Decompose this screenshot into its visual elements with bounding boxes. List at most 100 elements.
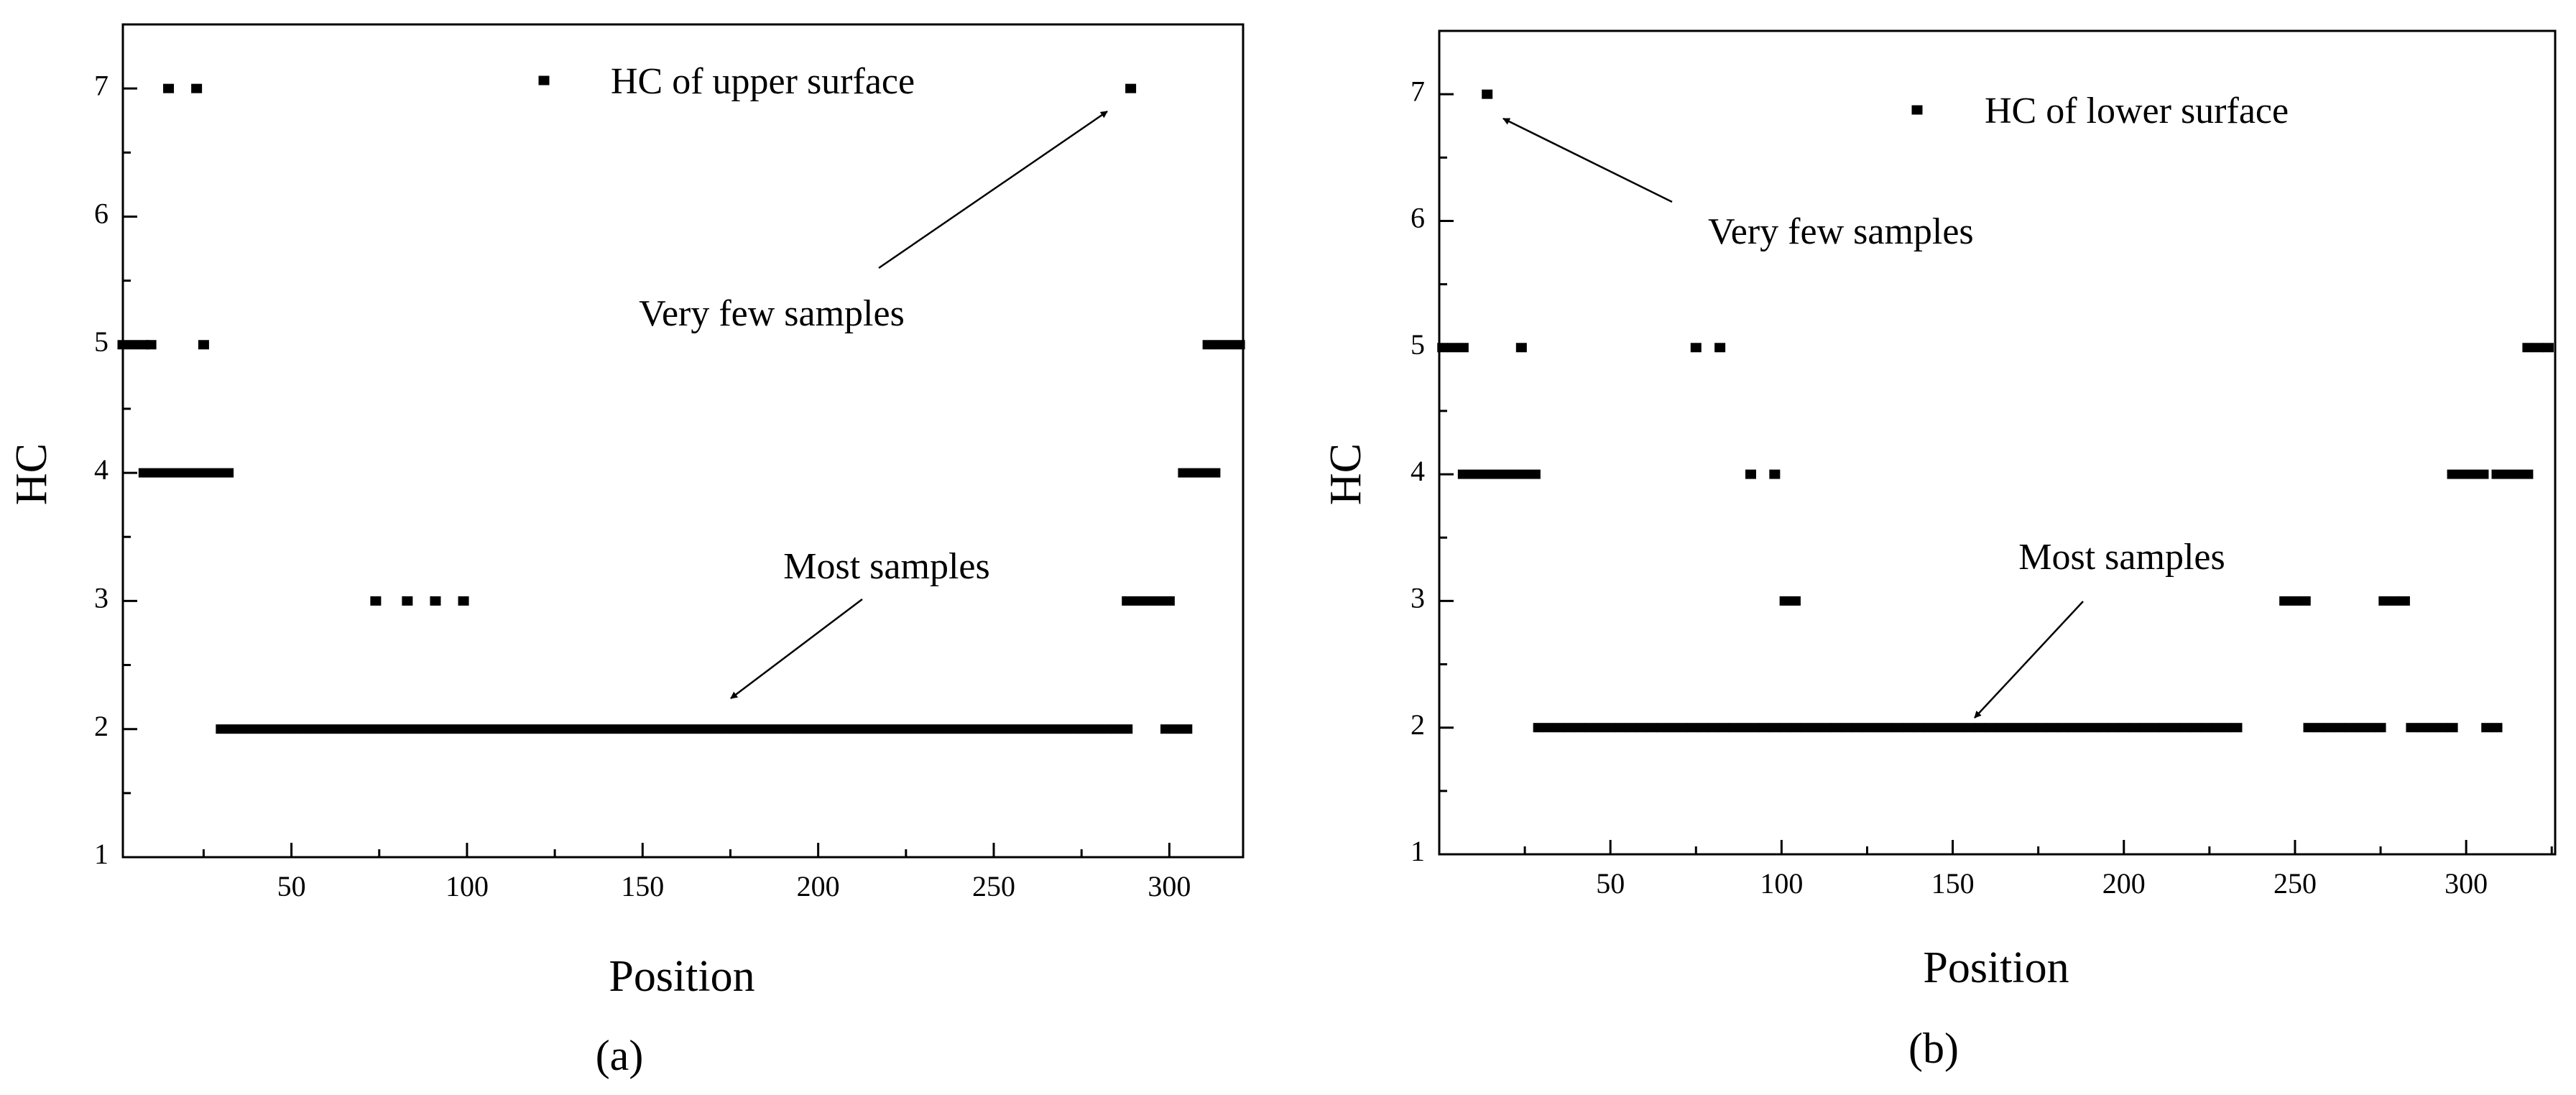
point	[1199, 468, 1210, 478]
point	[402, 596, 413, 606]
point	[658, 724, 670, 734]
point	[352, 724, 364, 734]
point	[1861, 723, 1873, 733]
point	[180, 468, 192, 478]
point	[1645, 723, 1657, 733]
point	[1769, 469, 1781, 479]
x-tick-label: 200	[2102, 867, 2146, 900]
point	[2437, 723, 2448, 733]
y-tick-label: 5	[1411, 328, 1425, 361]
annotation-arrow	[878, 110, 1108, 269]
y-tick-label: 6	[1411, 202, 1425, 234]
point	[1635, 723, 1647, 733]
point	[1037, 724, 1048, 734]
point	[2313, 723, 2325, 733]
point	[2542, 343, 2554, 353]
point	[573, 724, 585, 734]
point	[1178, 468, 1189, 478]
point	[2365, 723, 2376, 733]
point	[128, 340, 139, 350]
point	[2388, 596, 2400, 606]
point	[616, 724, 627, 734]
point	[2522, 343, 2534, 353]
point	[848, 724, 859, 734]
point	[974, 724, 985, 734]
point	[1789, 596, 1801, 606]
point	[1223, 340, 1234, 350]
point	[1625, 723, 1637, 733]
x-tick-label: 300	[1148, 870, 1191, 902]
point	[289, 724, 300, 734]
legend-marker	[538, 75, 550, 86]
point	[331, 724, 343, 734]
point	[149, 468, 160, 478]
point	[1594, 723, 1606, 733]
point	[605, 724, 617, 734]
point	[236, 724, 248, 734]
point	[138, 468, 149, 478]
chart: 50 100 150 200 250 300 1 2 3 4 5 6 7 Position HC (a) HC …	[7, 23, 1245, 1079]
point	[1160, 724, 1171, 734]
point	[2118, 723, 2130, 733]
point	[2427, 723, 2438, 733]
x-tick-label: 150	[621, 870, 664, 902]
point	[858, 724, 869, 734]
point	[310, 724, 322, 734]
point	[1714, 343, 1726, 353]
point	[1005, 724, 1017, 734]
subfigure-label: (a)	[596, 1032, 644, 1079]
point	[1209, 468, 1221, 478]
x-tick-label: 50	[277, 870, 306, 902]
legend-label: HC of upper surface	[611, 61, 915, 102]
point	[2491, 723, 2503, 733]
point	[1125, 83, 1137, 93]
point	[637, 724, 648, 734]
point	[247, 724, 259, 734]
point	[1759, 723, 1771, 733]
point	[2138, 723, 2150, 733]
point	[532, 724, 543, 734]
point	[1202, 340, 1214, 350]
point	[2097, 723, 2109, 733]
point	[2344, 723, 2355, 733]
x-tick-label: 100	[1760, 867, 1803, 900]
point	[370, 596, 382, 606]
point	[430, 596, 441, 606]
point	[458, 596, 469, 606]
point	[1564, 723, 1575, 733]
subfigure-label: (b)	[1908, 1025, 1959, 1072]
point	[394, 724, 406, 734]
point	[257, 724, 269, 734]
point	[2231, 723, 2243, 733]
plot-frame	[1438, 29, 2557, 856]
point	[910, 724, 922, 734]
point	[1132, 596, 1143, 606]
point	[2457, 469, 2468, 479]
point	[384, 724, 395, 734]
point	[1515, 343, 1527, 353]
point	[542, 724, 553, 734]
y-axis-label: HC	[1321, 443, 1370, 505]
point	[2279, 596, 2291, 606]
point	[2354, 723, 2365, 733]
point	[2416, 723, 2427, 733]
point	[984, 724, 996, 734]
point	[1478, 469, 1490, 479]
point	[2087, 723, 2099, 733]
point	[1717, 723, 1729, 733]
point	[953, 724, 964, 734]
point	[2180, 723, 2192, 733]
point	[468, 724, 480, 734]
point	[2026, 723, 2037, 733]
point	[1964, 723, 1975, 733]
point	[1079, 724, 1091, 734]
point	[1820, 723, 1832, 733]
point	[117, 340, 129, 350]
x-tick-label: 250	[2273, 867, 2317, 900]
point	[1944, 723, 1955, 733]
point	[1728, 723, 1740, 733]
point	[279, 724, 290, 734]
point	[1499, 469, 1510, 479]
point	[826, 724, 838, 734]
point	[1488, 469, 1500, 479]
